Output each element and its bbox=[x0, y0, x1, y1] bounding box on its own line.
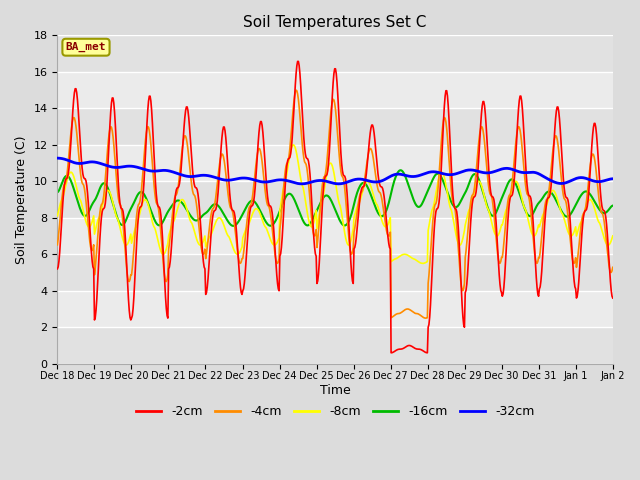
Bar bbox=[58, 36, 612, 72]
Bar bbox=[58, 327, 612, 364]
Title: Soil Temperatures Set C: Soil Temperatures Set C bbox=[243, 15, 427, 30]
Bar bbox=[58, 181, 612, 218]
Bar bbox=[58, 254, 612, 291]
X-axis label: Time: Time bbox=[320, 384, 351, 397]
Bar bbox=[58, 108, 612, 145]
Y-axis label: Soil Temperature (C): Soil Temperature (C) bbox=[15, 135, 28, 264]
Legend: -2cm, -4cm, -8cm, -16cm, -32cm: -2cm, -4cm, -8cm, -16cm, -32cm bbox=[131, 400, 540, 423]
Text: BA_met: BA_met bbox=[66, 42, 106, 52]
